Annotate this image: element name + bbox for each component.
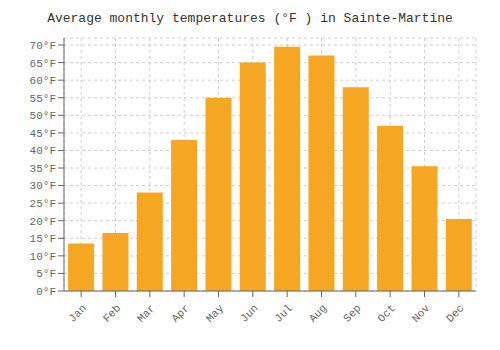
svg-text:May: May xyxy=(204,302,227,325)
svg-text:40°F: 40°F xyxy=(30,145,56,157)
svg-text:Sep: Sep xyxy=(341,302,363,324)
svg-text:55°F: 55°F xyxy=(30,93,56,105)
svg-text:Jun: Jun xyxy=(238,302,260,324)
svg-text:Dec: Dec xyxy=(444,302,466,324)
html-text:Average monthly temperatures (: Average monthly temperatures (°F ) in Sa… xyxy=(47,11,453,26)
svg-text:65°F: 65°F xyxy=(30,58,56,70)
svg-text:10°F: 10°F xyxy=(30,251,56,263)
svg-text:35°F: 35°F xyxy=(30,163,56,175)
svg-text:5°F: 5°F xyxy=(36,268,56,280)
svg-text:0°F: 0°F xyxy=(36,286,56,298)
svg-text:15°F: 15°F xyxy=(30,233,56,245)
svg-text:Jan: Jan xyxy=(66,302,88,324)
svg-text:60°F: 60°F xyxy=(30,75,56,87)
svg-text:Feb: Feb xyxy=(101,302,123,324)
svg-text:20°F: 20°F xyxy=(30,216,56,228)
svg-text:50°F: 50°F xyxy=(30,110,56,122)
svg-text:30°F: 30°F xyxy=(30,180,56,192)
svg-text:Apr: Apr xyxy=(169,302,191,324)
svg-text:45°F: 45°F xyxy=(30,128,56,140)
svg-text:Oct: Oct xyxy=(375,302,397,324)
svg-text:25°F: 25°F xyxy=(30,198,56,210)
svg-text:Mar: Mar xyxy=(135,302,157,324)
svg-text:Nov: Nov xyxy=(410,302,433,325)
svg-text:Jul: Jul xyxy=(272,302,294,324)
svg-text:Aug: Aug xyxy=(307,302,329,324)
svg-text:70°F: 70°F xyxy=(30,40,56,52)
